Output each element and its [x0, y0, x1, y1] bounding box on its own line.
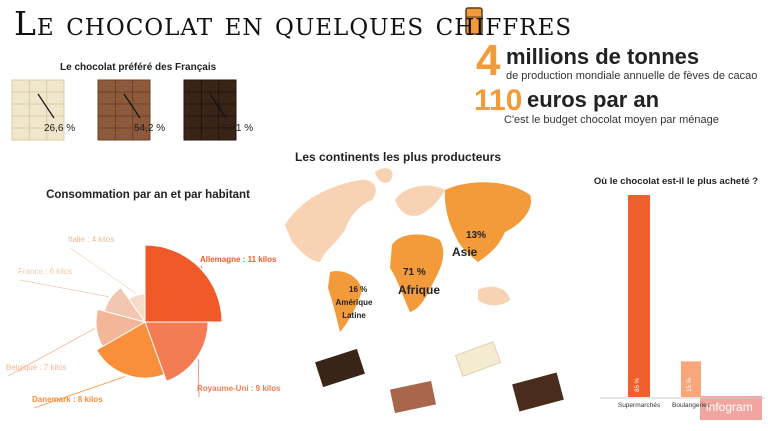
region-name: Asie: [452, 245, 478, 259]
value-label: France : 6 kilos: [18, 267, 72, 276]
bar: [681, 361, 701, 397]
value-label: Allemagne : 11 kilos: [200, 255, 277, 264]
asia: [444, 182, 531, 262]
page-title: Le chocolat en quelques chiffres: [14, 4, 573, 43]
leader-line: [69, 247, 137, 294]
x-tick-label: Boulangeries: [672, 402, 711, 409]
latin-america: [328, 271, 362, 332]
region-pct: 16 %: [349, 285, 368, 294]
leader-line: [200, 265, 203, 269]
stat-number: 4: [476, 36, 501, 85]
tablets: [11, 79, 237, 141]
logo[interactable]: infogram: [706, 400, 753, 414]
stat-unit: millions de tonnes: [506, 44, 700, 69]
leader-line: [19, 279, 110, 298]
stat-number: 110: [474, 84, 523, 117]
oceania: [478, 286, 510, 306]
piece: [512, 372, 564, 412]
logo-badge: [700, 396, 762, 420]
decorations: [315, 341, 564, 414]
sector: [144, 321, 209, 382]
pointer: [209, 93, 227, 119]
value-label: Italie : 4 kilos: [68, 235, 114, 244]
chart-title: Consommation par an et par habitant: [46, 189, 250, 201]
stat-text: C'est le budget chocolat moyen par ménag…: [504, 114, 719, 126]
europe: [395, 185, 445, 216]
leader-line: [33, 376, 126, 409]
leader-line: [197, 359, 200, 398]
preference-label: 57,1 %: [222, 123, 254, 134]
north-america: [285, 179, 376, 262]
piece: [315, 348, 365, 388]
sector: [144, 244, 223, 323]
value-label: Royaume-Uni : 9 kilos: [197, 384, 281, 393]
stat-text: de production mondiale annuelle de fèves…: [506, 70, 758, 82]
pointer: [123, 93, 141, 119]
chocolate-icon: [465, 7, 483, 35]
map-title: Les continents les plus producteurs: [295, 150, 502, 164]
greenland: [375, 168, 393, 183]
white-tablet: [11, 79, 65, 141]
africa: [390, 234, 444, 312]
sector: [128, 293, 146, 324]
stat-unit: euros par an: [527, 87, 660, 112]
region-pct: 13%: [466, 230, 487, 241]
dark-tablet: [183, 79, 237, 141]
value-label: Danemark : 8 kilos: [32, 395, 103, 404]
value-label: Belgique : 7 kilos: [6, 363, 66, 372]
piece: [389, 380, 437, 414]
pointer: [37, 93, 55, 119]
value-label: 15 %: [687, 378, 693, 392]
leader-line: [7, 328, 95, 377]
preference-label: 26,6 %: [44, 123, 76, 134]
sector: [95, 308, 147, 348]
preference-label: 54,2 %: [134, 123, 166, 134]
world-map: [285, 168, 531, 332]
chart-title: Où le chocolat est-il le plus acheté ?: [594, 176, 758, 187]
value-label: 85 %: [635, 378, 641, 392]
sector: [95, 321, 165, 379]
sector: [103, 286, 147, 323]
milk-tablet: [97, 79, 151, 141]
piece: [454, 341, 502, 377]
x-tick-label: Supermarchés: [618, 402, 661, 409]
preferences-title: Le chocolat préféré des Français: [60, 62, 217, 73]
region-name: Afrique: [398, 283, 440, 297]
bar: [628, 195, 650, 397]
region-pct: 71 %: [403, 267, 426, 278]
region-name: Amérique Latine: [335, 298, 373, 320]
